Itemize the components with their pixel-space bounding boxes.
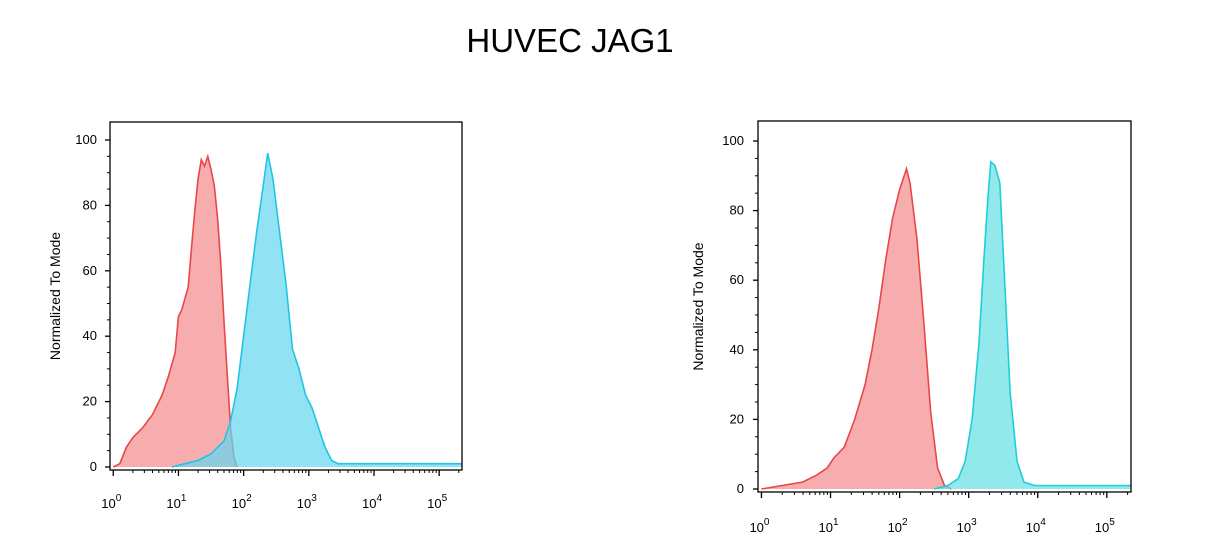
series-0-area	[113, 156, 238, 467]
series-0-area	[761, 168, 952, 490]
x-tick-label: 103	[957, 517, 977, 535]
plot-frame	[757, 120, 1132, 493]
y-axis-label: Normalized To Mode	[690, 242, 706, 370]
x-tick-label: 101	[166, 493, 186, 511]
series-1-line	[933, 160, 1131, 490]
series-1-area	[934, 161, 1131, 489]
y-tick-label: 100	[75, 132, 97, 147]
x-tick-label: 105	[427, 493, 447, 511]
y-tick-label: 0	[90, 459, 97, 474]
series-1-area	[171, 153, 462, 467]
y-tick-label: 40	[83, 328, 97, 343]
x-tick-label: 104	[1026, 517, 1046, 535]
series-0-line	[761, 165, 952, 490]
y-tick-label: 20	[730, 411, 744, 426]
y-axis-label: Normalized To Mode	[47, 232, 63, 360]
x-tick-label: 102	[888, 517, 908, 535]
x-tick-label: 102	[232, 493, 252, 511]
y-tick-label: 20	[83, 394, 97, 409]
y-tick-label: 80	[730, 203, 744, 218]
y-tick-label: 100	[722, 133, 744, 148]
series-1-line	[171, 152, 462, 468]
x-tick-label: 104	[362, 493, 382, 511]
x-tick-label: 101	[819, 517, 839, 535]
y-tick-label: 0	[737, 481, 744, 496]
y-tick-label: 60	[83, 263, 97, 278]
plot-frame	[109, 121, 463, 471]
x-tick-label: 105	[1095, 517, 1115, 535]
x-tick-label: 103	[297, 493, 317, 511]
y-tick-label: 80	[83, 197, 97, 212]
series-0-line	[112, 153, 238, 468]
y-tick-label: 60	[730, 272, 744, 287]
figure-title: HUVEC JAG1	[466, 22, 674, 59]
x-tick-label: 100	[101, 493, 121, 511]
y-tick-label: 40	[730, 342, 744, 357]
x-tick-label: 100	[749, 517, 769, 535]
